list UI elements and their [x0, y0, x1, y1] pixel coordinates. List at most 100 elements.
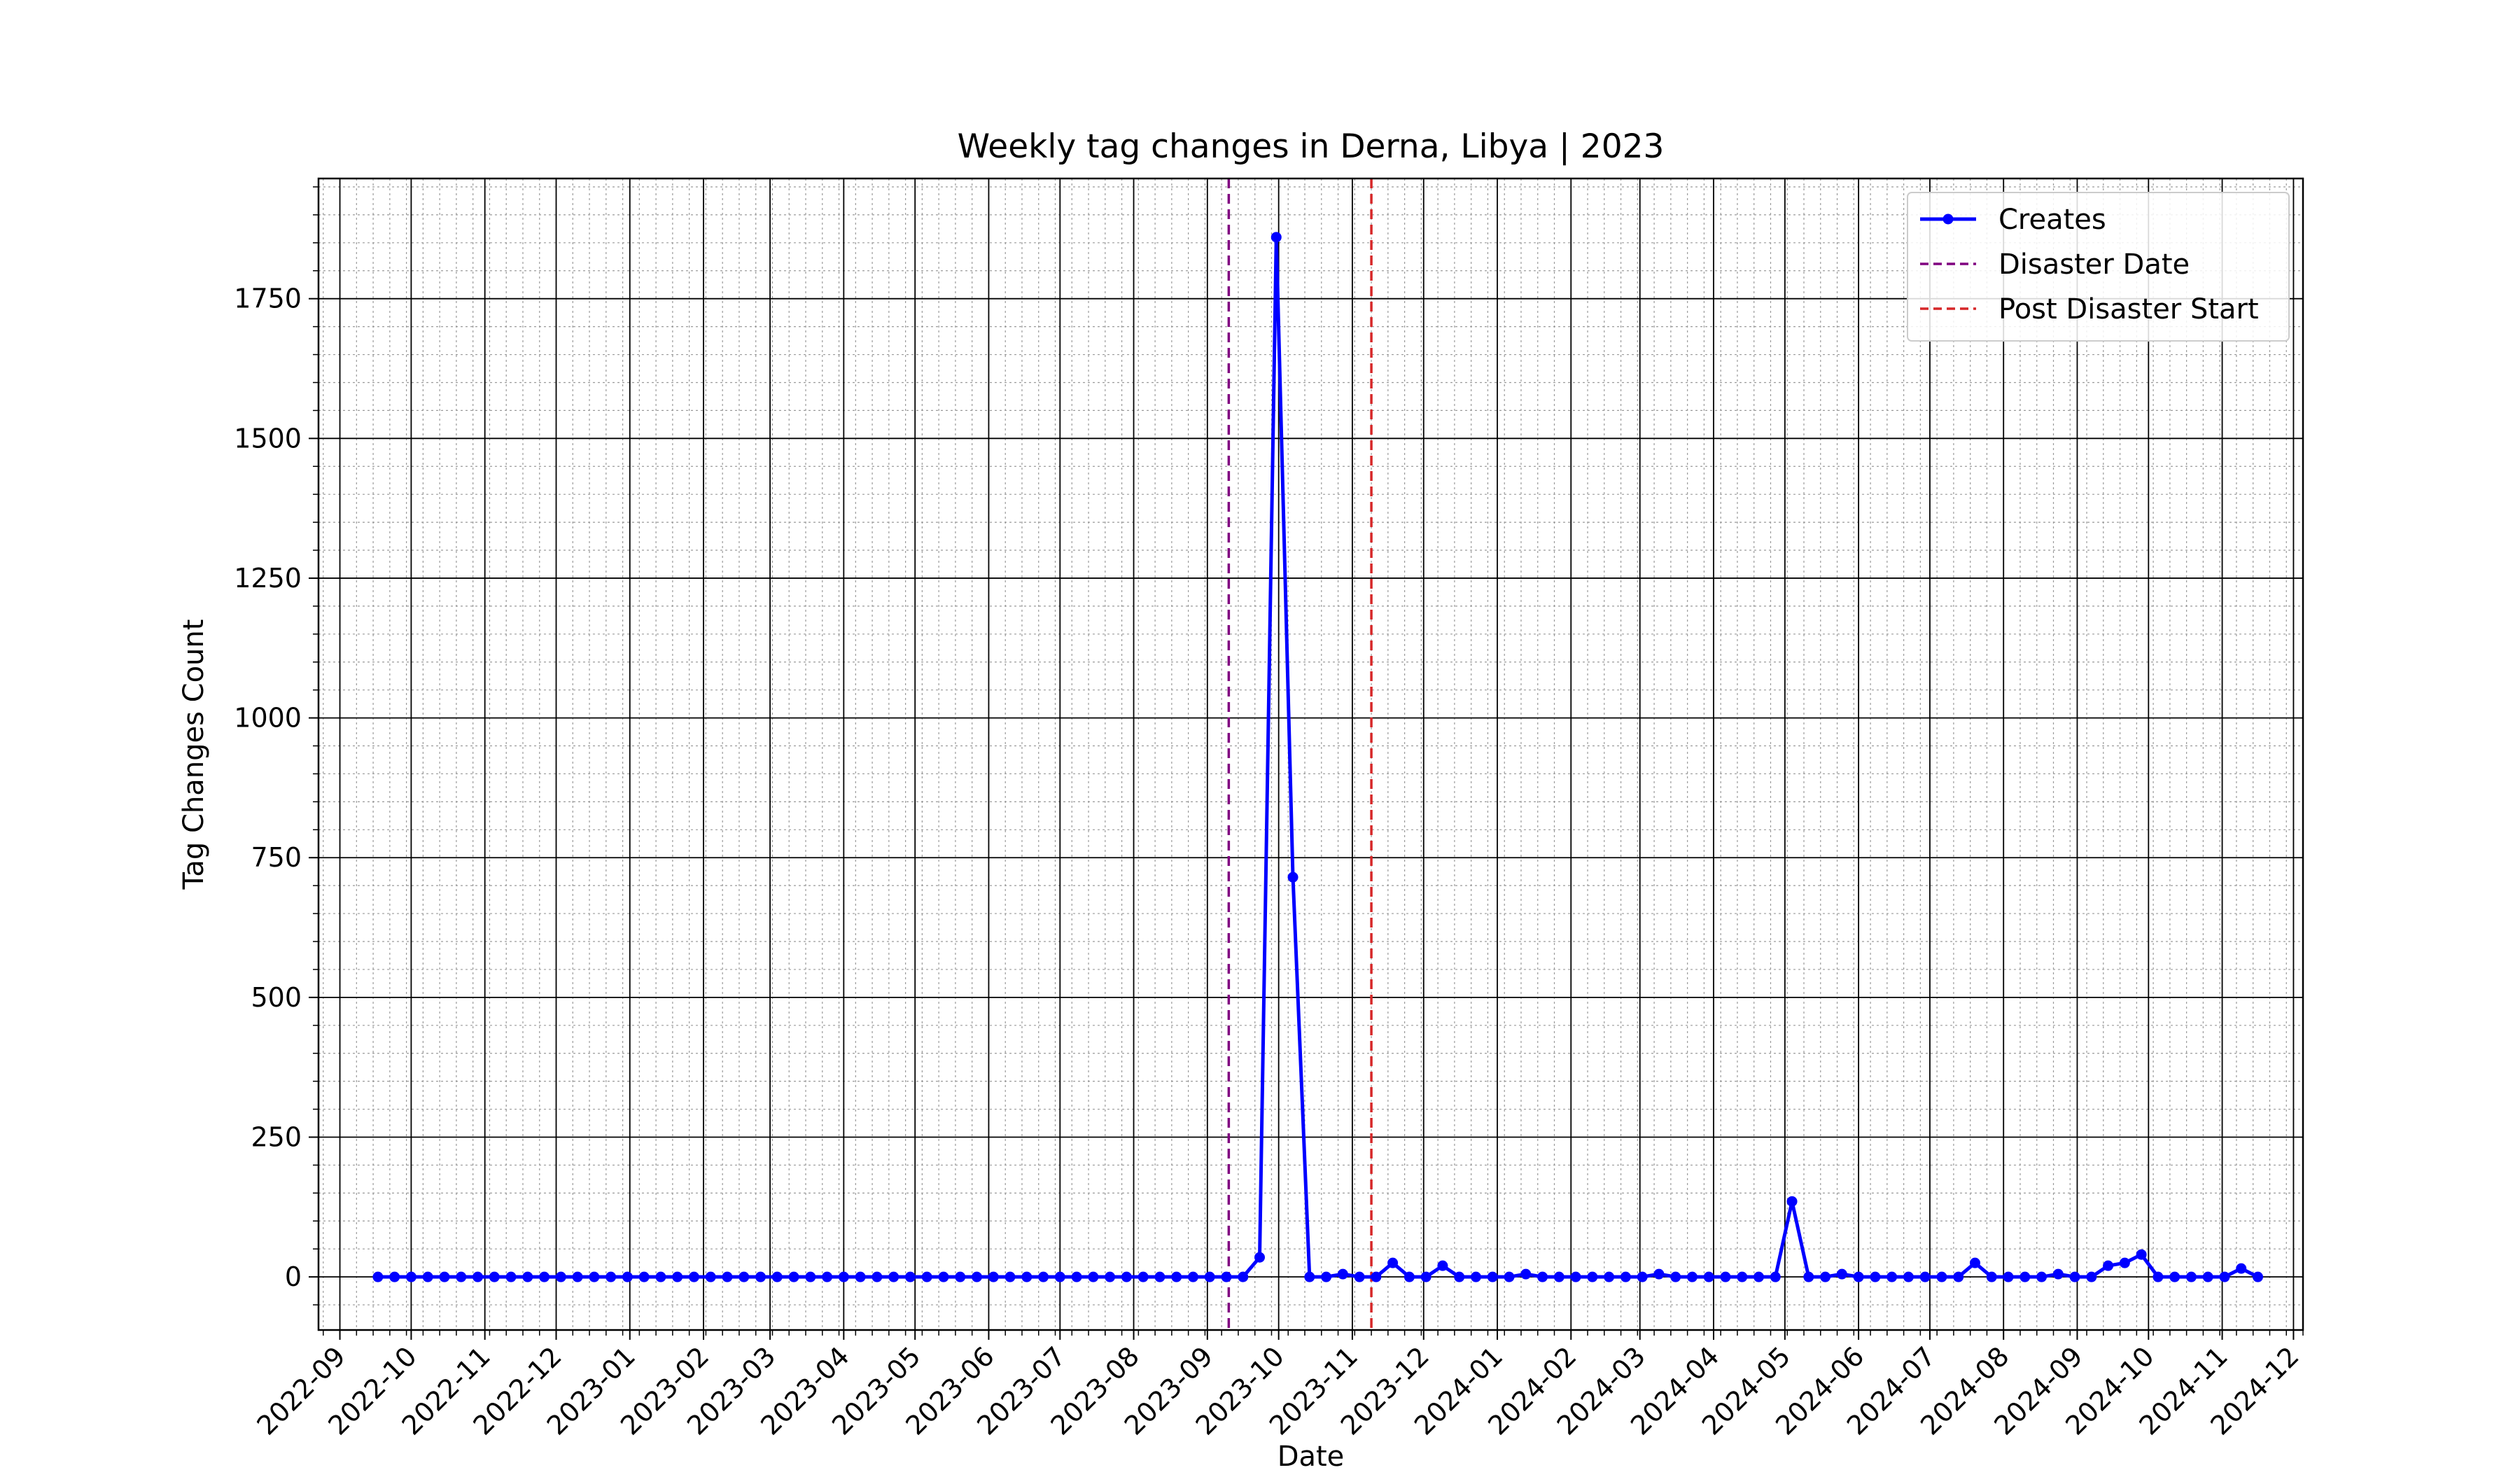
- data-point: [1038, 1271, 1049, 1282]
- data-point: [638, 1271, 650, 1282]
- data-point: [2152, 1271, 2164, 1282]
- data-point: [1337, 1268, 1348, 1280]
- data-point: [1853, 1271, 1864, 1282]
- data-point: [1204, 1271, 1215, 1282]
- y-tick-label: 250: [251, 1122, 302, 1153]
- data-point: [1520, 1268, 1532, 1280]
- data-point: [872, 1271, 883, 1282]
- data-point: [2036, 1271, 2047, 1282]
- data-point: [1803, 1271, 1814, 1282]
- data-point: [489, 1271, 500, 1282]
- data-point: [771, 1271, 783, 1282]
- legend-marker: [1942, 214, 1954, 225]
- data-point: [1287, 872, 1298, 883]
- data-point: [1936, 1271, 1947, 1282]
- data-point: [672, 1271, 683, 1282]
- data-point: [439, 1271, 450, 1282]
- data-point: [1504, 1271, 1515, 1282]
- y-tick-label: 1000: [234, 703, 302, 734]
- data-point: [1587, 1271, 1598, 1282]
- data-point: [1254, 1252, 1266, 1263]
- data-point: [2103, 1260, 2114, 1271]
- data-point: [389, 1271, 400, 1282]
- data-point: [606, 1271, 617, 1282]
- data-point: [505, 1271, 517, 1282]
- data-point: [1770, 1271, 1781, 1282]
- data-point: [2119, 1257, 2130, 1268]
- data-point: [955, 1271, 966, 1282]
- data-point: [888, 1271, 899, 1282]
- data-point: [1470, 1271, 1481, 1282]
- data-point: [722, 1271, 733, 1282]
- data-point: [1054, 1271, 1065, 1282]
- y-tick-label: 1500: [234, 423, 302, 454]
- data-point: [1604, 1271, 1615, 1282]
- data-point: [1953, 1271, 1964, 1282]
- x-axis-label: Date: [1278, 1441, 1345, 1470]
- data-point: [1071, 1271, 1082, 1282]
- data-point: [1870, 1271, 1881, 1282]
- y-tick-label: 0: [285, 1261, 302, 1292]
- data-point: [1686, 1271, 1698, 1282]
- data-point: [422, 1271, 433, 1282]
- data-point: [2185, 1271, 2197, 1282]
- data-point: [1886, 1271, 1898, 1282]
- data-point: [1670, 1271, 1681, 1282]
- data-point: [1321, 1271, 1332, 1282]
- data-point: [1004, 1271, 1016, 1282]
- data-point: [1553, 1271, 1564, 1282]
- data-point: [1537, 1271, 1548, 1282]
- data-point: [1753, 1271, 1764, 1282]
- major-grid: [318, 178, 2303, 1330]
- data-point: [988, 1271, 999, 1282]
- data-point: [1371, 1271, 1382, 1282]
- legend-label: Post Disaster Start: [1998, 293, 2259, 326]
- data-point: [1703, 1271, 1714, 1282]
- chart-title: Weekly tag changes in Derna, Libya | 202…: [958, 127, 1665, 166]
- data-point: [1653, 1268, 1665, 1280]
- data-point: [1637, 1271, 1648, 1282]
- data-point: [1919, 1271, 1931, 1282]
- data-point: [1454, 1271, 1465, 1282]
- data-point: [456, 1271, 467, 1282]
- data-point: [655, 1271, 666, 1282]
- data-point: [1154, 1271, 1166, 1282]
- data-point: [1088, 1271, 1099, 1282]
- data-point: [2202, 1271, 2213, 1282]
- data-point: [539, 1271, 550, 1282]
- data-point: [1570, 1271, 1581, 1282]
- data-point: [2069, 1271, 2080, 1282]
- data-point: [904, 1271, 916, 1282]
- y-tick-label: 1250: [234, 563, 302, 594]
- data-point: [589, 1271, 600, 1282]
- axis-ticks: 2022-092022-102022-112022-122023-012023-…: [234, 186, 2305, 1441]
- data-point: [1138, 1271, 1149, 1282]
- data-point: [2219, 1271, 2230, 1282]
- legend: Creates Disaster Date Post Disaster Start: [1907, 192, 2290, 342]
- data-point: [2236, 1263, 2247, 1274]
- data-point: [1903, 1271, 1914, 1282]
- data-point: [755, 1271, 766, 1282]
- data-point: [1105, 1271, 1116, 1282]
- plot-frame: [317, 177, 2304, 1331]
- data-point: [1270, 232, 1282, 243]
- legend-label: Creates: [1998, 204, 2106, 236]
- data-point: [921, 1271, 932, 1282]
- data-point: [1737, 1271, 1748, 1282]
- data-point: [405, 1271, 416, 1282]
- data-point: [1620, 1271, 1631, 1282]
- y-tick-label: 1750: [234, 284, 302, 314]
- data-point: [622, 1271, 633, 1282]
- data-point: [822, 1271, 833, 1282]
- data-point: [805, 1271, 816, 1282]
- data-point: [372, 1271, 384, 1282]
- legend-label: Disaster Date: [1998, 248, 2190, 281]
- y-tick-label: 750: [251, 842, 302, 873]
- data-point: [2169, 1271, 2180, 1282]
- data-point: [738, 1271, 750, 1282]
- data-point: [1387, 1257, 1399, 1268]
- data-point: [1420, 1271, 1432, 1282]
- data-point: [2252, 1271, 2263, 1282]
- data-point: [1221, 1271, 1232, 1282]
